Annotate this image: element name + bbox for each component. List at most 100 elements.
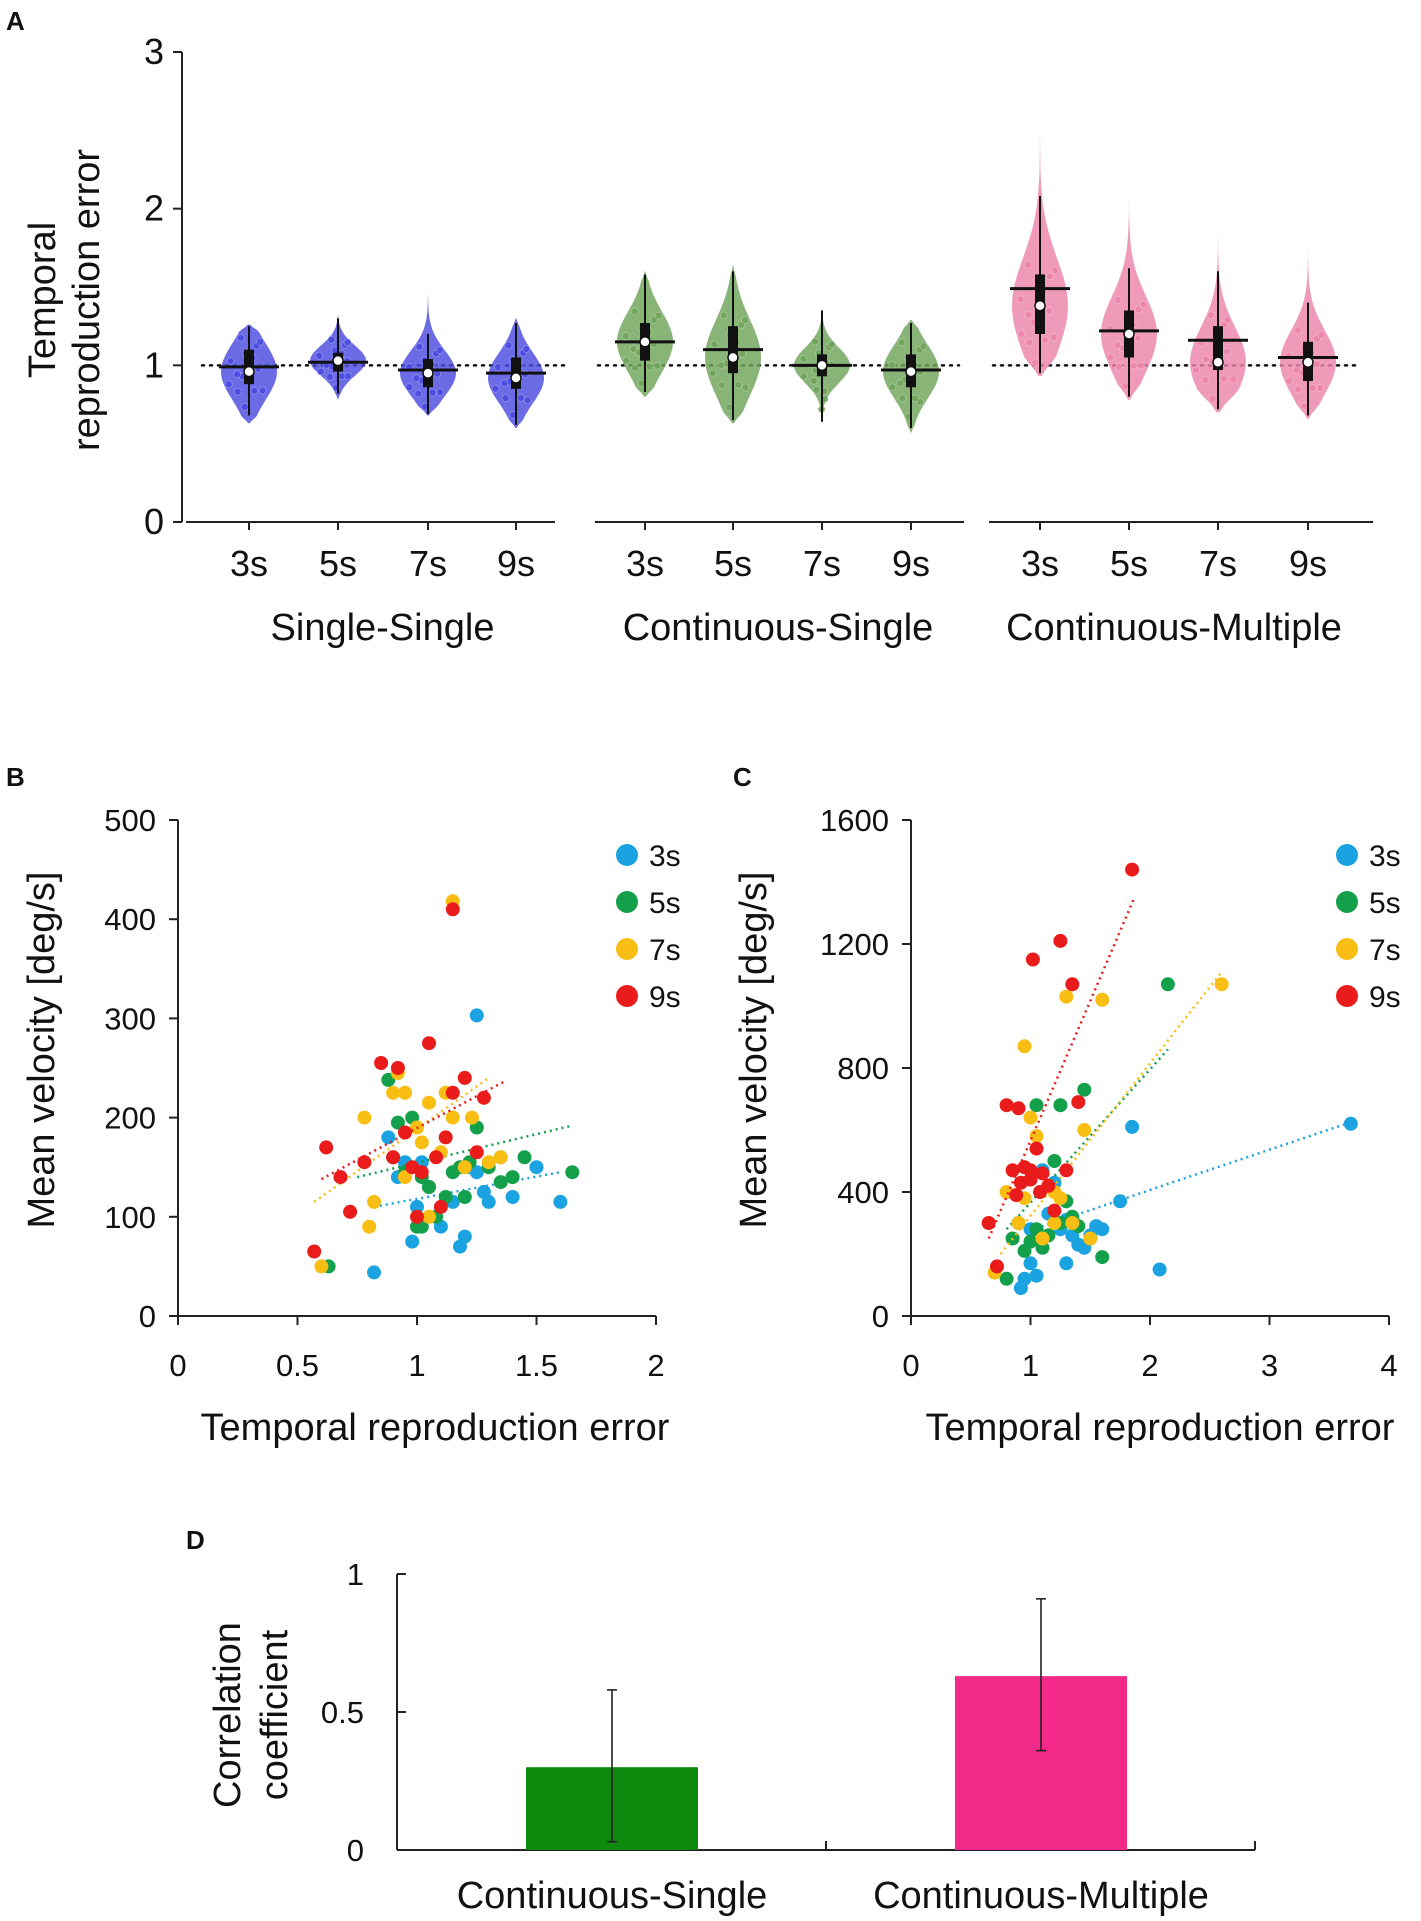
panel-a-letter: A [6, 6, 25, 36]
scatter-point [307, 1244, 322, 1259]
legend-marker [1336, 891, 1358, 913]
condition-label: 7s [409, 543, 447, 584]
violin-point [436, 388, 445, 397]
violin-point [1308, 384, 1317, 393]
condition-label: 5s [714, 543, 752, 584]
scatter-point [493, 1175, 508, 1190]
scatter-chart-c: Mean velocity [deg/s] Temporal reproduct… [733, 803, 1401, 1449]
scatter-point [1095, 1250, 1110, 1265]
ytick-label: 300 [104, 1001, 156, 1036]
legend-marker [1336, 985, 1358, 1007]
condition-label: 3s [626, 543, 664, 584]
violin-point [500, 379, 509, 388]
violin-point [1139, 300, 1148, 309]
median-marker [816, 359, 828, 372]
scatter-point [367, 1265, 381, 1280]
scatter-point [414, 1135, 429, 1150]
panel-d-ylabel-line1: Correlation [207, 1622, 249, 1808]
violin-point [1031, 358, 1040, 367]
violin-point [412, 374, 421, 383]
legend-label: 9s [1369, 981, 1401, 1014]
panel-a-ytick-label: 0 [144, 501, 164, 542]
violin-point [645, 362, 654, 371]
scatter-point [469, 1008, 484, 1023]
scatter-point [517, 1150, 532, 1165]
scatter-point [1125, 862, 1140, 877]
ytick-label: 800 [837, 1051, 889, 1086]
violin-point [522, 345, 531, 354]
scatter-point [390, 1061, 405, 1075]
violin-point [915, 397, 924, 406]
violin-point [898, 394, 907, 403]
scatter-point [422, 1095, 436, 1110]
scatter-point [1029, 1268, 1044, 1283]
violin-point [1045, 272, 1054, 281]
scatter-point [1214, 977, 1229, 992]
series-7s [987, 971, 1229, 1280]
scatter-point [999, 1271, 1014, 1286]
scatter-point [1029, 1141, 1044, 1156]
violin-point [491, 384, 500, 393]
panel-b-ylabel: Mean velocity [deg/s] [21, 872, 63, 1229]
median-marker [1123, 328, 1135, 340]
scatter-point [1023, 1234, 1038, 1249]
violin-point [1313, 360, 1322, 369]
xtick-label: 2 [1141, 1348, 1158, 1383]
violin-point [1316, 384, 1325, 393]
scatter-chart-b: Mean velocity [deg/s] Temporal reproduct… [21, 803, 681, 1449]
panel-c-xlabel: Temporal reproduction error [926, 1407, 1395, 1449]
legend-marker [616, 985, 638, 1007]
ytick-label: 0 [347, 1833, 364, 1868]
scatter-point [367, 1194, 381, 1209]
trend-line [987, 897, 1136, 1239]
group-label: Continuous-Multiple [1006, 607, 1342, 649]
violin-point [1129, 361, 1138, 370]
violin-point [738, 349, 747, 358]
condition-label: 7s [803, 543, 841, 584]
panel-a-ytick-label: 3 [144, 31, 164, 72]
violin-point [1229, 375, 1238, 384]
violin-point [897, 338, 906, 347]
violin-body [1190, 111, 1246, 413]
violin-point [315, 351, 324, 360]
scatter-point [1013, 1175, 1028, 1190]
scatter-point [999, 1098, 1014, 1113]
xtick-label: 0 [169, 1348, 186, 1383]
violin-point [718, 381, 726, 390]
scatter-point [445, 1110, 460, 1125]
trend-line [373, 1170, 561, 1209]
scatter-point [1343, 1116, 1358, 1131]
violin-point [1113, 295, 1122, 304]
violin-point [1106, 353, 1115, 362]
violin-point [622, 356, 631, 365]
panel-c-letter: C [733, 762, 752, 792]
scatter-point [1053, 933, 1068, 948]
category-label: Continuous-Single [457, 1875, 768, 1917]
violin-point [637, 379, 646, 388]
violin-point [504, 341, 513, 350]
violin-point [1207, 311, 1215, 320]
violin-point [1300, 402, 1309, 411]
median-marker [727, 351, 739, 364]
violin-point [233, 387, 242, 396]
violin-point [1294, 385, 1302, 394]
violin-point [1192, 366, 1201, 374]
violin-point [812, 385, 821, 394]
scatter-point [1160, 977, 1175, 992]
violin-point [343, 338, 352, 347]
violin-chart: Temporal reproduction error 0 1 2 3 Single-… [22, 31, 1373, 649]
scatter-point [453, 1239, 467, 1254]
scatter-point [493, 1150, 508, 1165]
violin-point [1137, 361, 1146, 370]
violin-point [236, 333, 245, 342]
scatter-point [1053, 1098, 1068, 1113]
violin-point [1313, 334, 1321, 343]
scatter-point [410, 1199, 424, 1214]
scatter-point [398, 1125, 412, 1140]
scatter-point [398, 1085, 412, 1100]
panel-a-ytick-label: 1 [144, 344, 164, 385]
violin-point [1134, 334, 1143, 343]
xtick-label: 1.5 [515, 1348, 558, 1383]
xtick-label: 1 [1022, 1348, 1039, 1383]
xtick-label: 4 [1380, 1348, 1397, 1383]
